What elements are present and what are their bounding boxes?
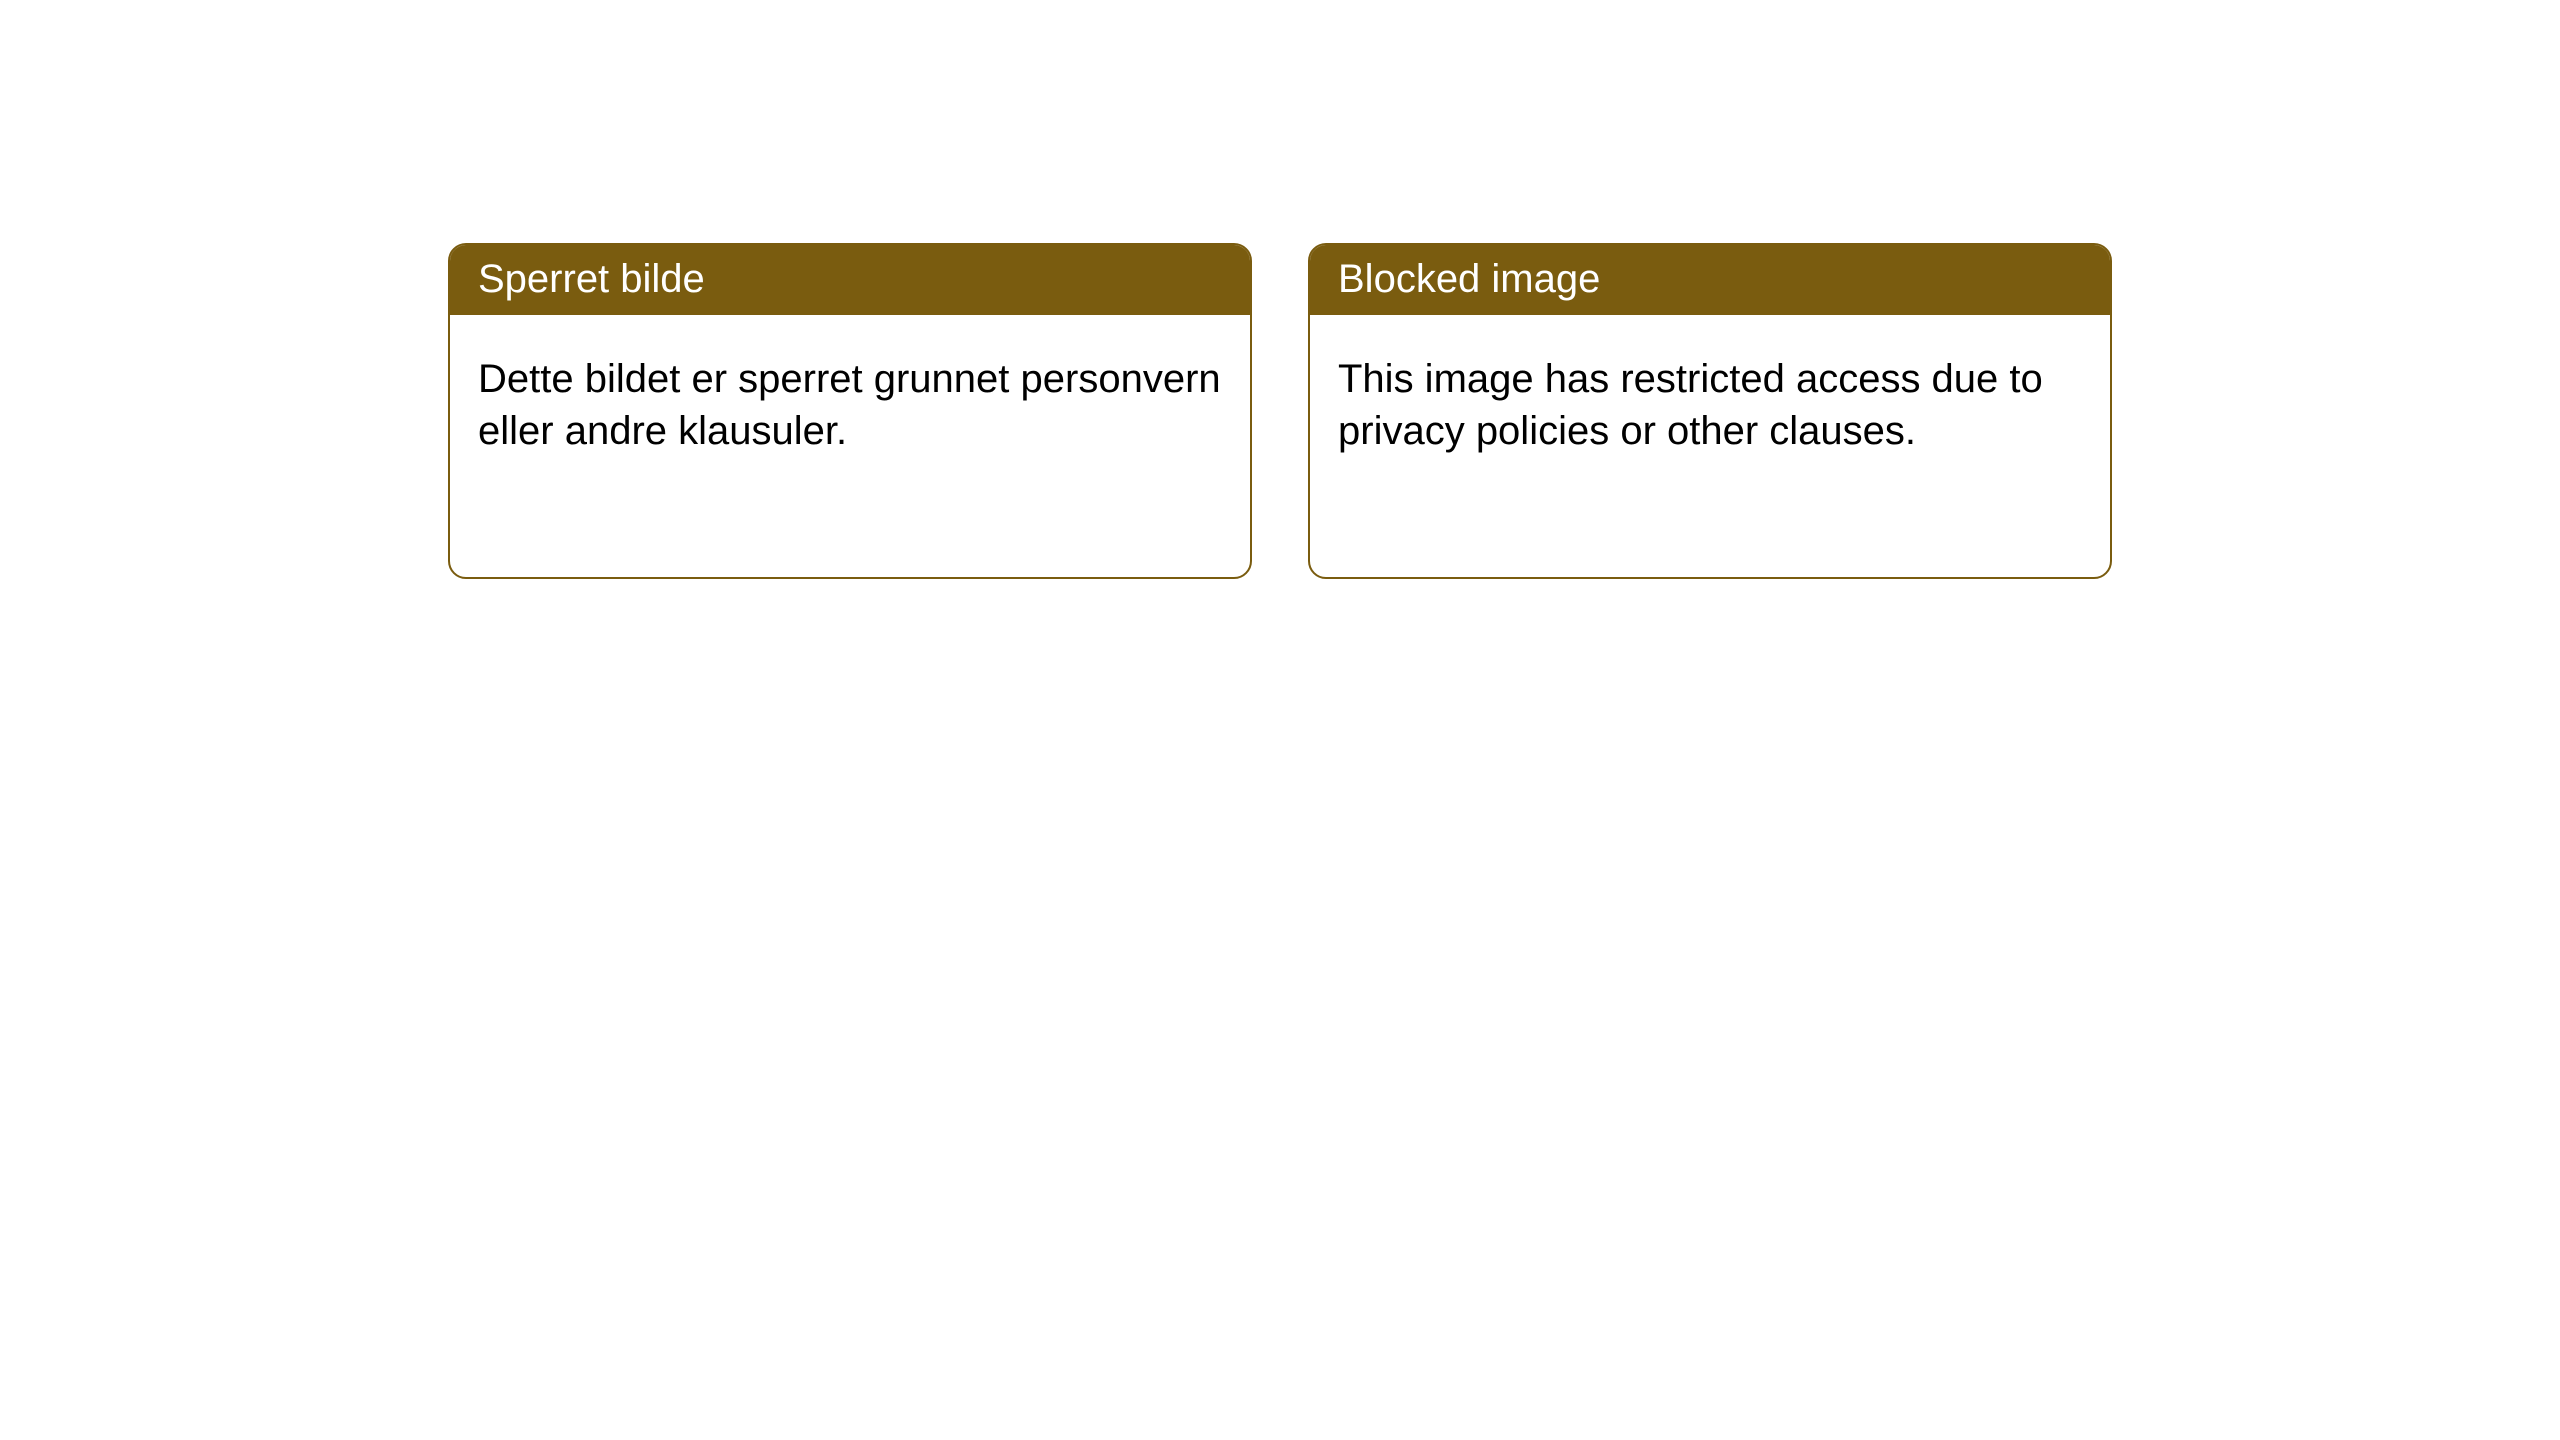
notice-container: Sperret bilde Dette bildet er sperret gr… bbox=[0, 0, 2560, 579]
notice-body-english: This image has restricted access due to … bbox=[1310, 315, 2110, 485]
notice-card-english: Blocked image This image has restricted … bbox=[1308, 243, 2112, 579]
notice-body-norwegian: Dette bildet er sperret grunnet personve… bbox=[450, 315, 1250, 485]
notice-title-english: Blocked image bbox=[1310, 245, 2110, 315]
notice-card-norwegian: Sperret bilde Dette bildet er sperret gr… bbox=[448, 243, 1252, 579]
notice-title-norwegian: Sperret bilde bbox=[450, 245, 1250, 315]
